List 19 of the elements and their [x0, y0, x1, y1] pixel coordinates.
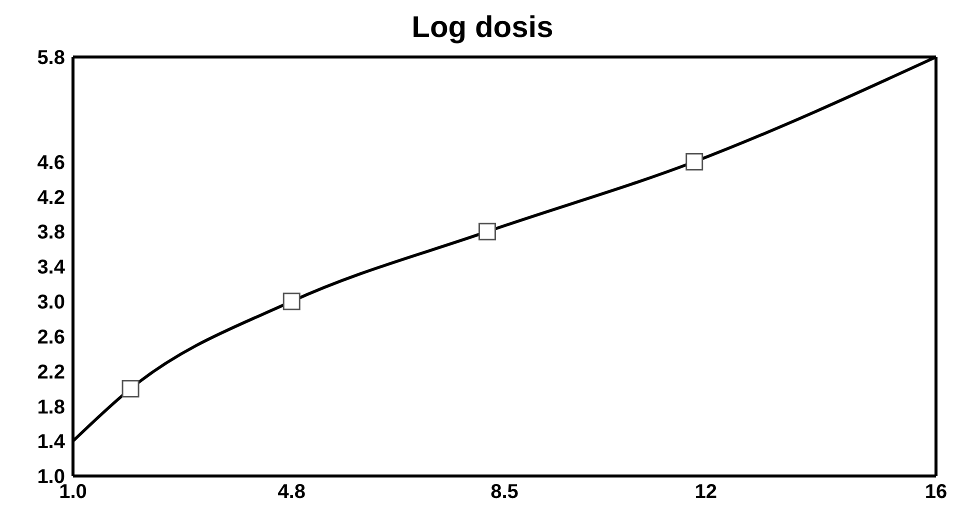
x-tick-label: 4.8 — [278, 481, 306, 504]
y-tick-label: 5.8 — [37, 47, 65, 70]
point — [122, 380, 140, 398]
point — [282, 292, 300, 310]
y-tick-label: 3.0 — [37, 292, 65, 314]
y-tick-label: 3.4 — [37, 256, 66, 279]
point — [478, 222, 496, 240]
point — [686, 153, 704, 170]
y-tick-label: 1.4 — [37, 431, 66, 454]
y-tick-label: 1.8 — [37, 396, 65, 418]
y-tick-label: 4.2 — [37, 186, 65, 209]
y-tick-label: 3.8 — [37, 222, 65, 244]
x-tick-label: 8.5 — [490, 481, 518, 504]
x-tick-label: 16 — [924, 481, 948, 504]
x-tick-label: 12 — [694, 481, 717, 504]
chart-title: Log dosis — [410, 10, 554, 46]
y-tick-label: 2.6 — [37, 326, 65, 348]
y-tick-label: 2.2 — [37, 361, 65, 384]
y-tick-label: 4.6 — [37, 152, 65, 174]
